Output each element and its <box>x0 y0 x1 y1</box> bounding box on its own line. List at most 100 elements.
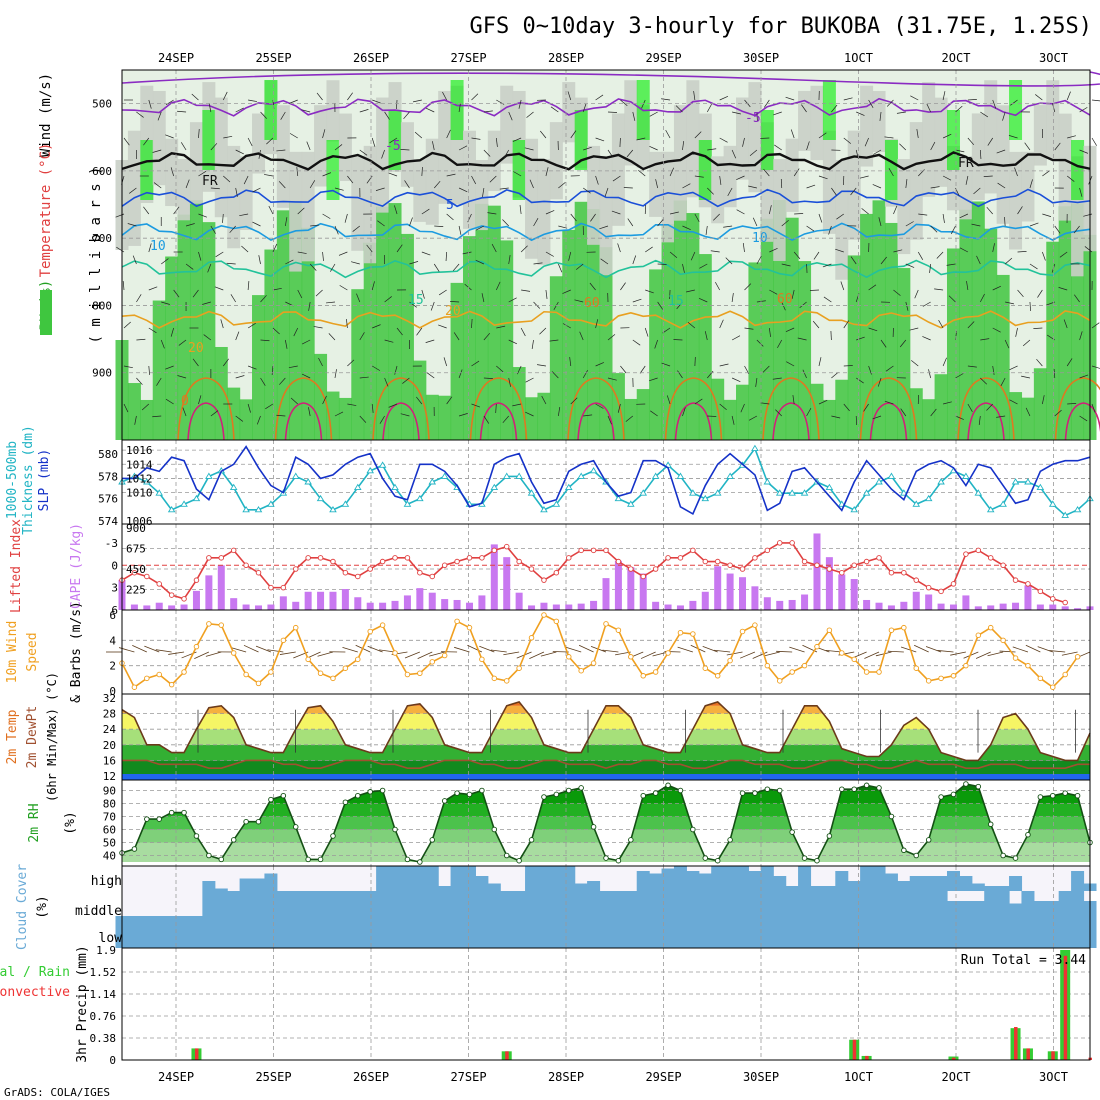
wind-barb <box>450 301 460 303</box>
isotherm-loop <box>479 402 518 441</box>
wind-barb <box>280 111 286 120</box>
top-date-label: 1OCT <box>844 51 873 65</box>
wind-barb <box>983 175 993 177</box>
wind-barb <box>309 180 316 189</box>
wind10m-barb <box>702 646 718 653</box>
thickness-line-point <box>527 489 536 496</box>
wind-barb <box>553 301 559 310</box>
wind-barb <box>934 288 944 291</box>
wind-barb <box>1059 251 1068 258</box>
cloud-cell <box>872 916 886 948</box>
wind-barb <box>260 295 267 303</box>
bottom-date-label: 26SEP <box>353 1070 389 1084</box>
wind10m-line-point <box>764 662 771 669</box>
lifted-index-line-point <box>193 577 200 583</box>
rh-cell <box>574 110 588 170</box>
wind-barb <box>942 133 952 139</box>
wind-barb <box>1029 222 1039 227</box>
wind-barb <box>306 141 311 151</box>
wind-barb <box>1002 111 1006 121</box>
wind-barb <box>458 413 468 417</box>
wind-barb <box>1067 403 1077 405</box>
lifted-index-line-point <box>851 562 857 569</box>
wind10m-line-point <box>342 665 349 671</box>
top-date-label: 30SEP <box>743 51 779 65</box>
lifted-index-line-point <box>379 558 386 565</box>
wind-barb <box>916 129 919 139</box>
wind-barb <box>971 223 981 227</box>
wind-barb <box>641 99 646 109</box>
rh-cell <box>140 399 154 440</box>
rh-cell <box>822 399 836 440</box>
wind-barb <box>432 141 435 151</box>
wind-barb <box>322 129 326 139</box>
wind10m-line-point <box>863 669 870 675</box>
conv-bar <box>1051 1051 1055 1060</box>
thickness-line-point <box>304 478 312 485</box>
cloud-cell <box>636 871 650 891</box>
wind-barb <box>905 221 914 227</box>
wind10m-barb <box>950 651 966 656</box>
rh2m-line-point <box>752 790 758 796</box>
wind-barb <box>549 339 559 342</box>
wind-barb <box>831 104 838 113</box>
cloud-level-label: middle <box>75 904 122 919</box>
cape-bar <box>1049 604 1057 610</box>
thickness-line-point <box>887 472 896 479</box>
cloud-cell <box>276 916 290 948</box>
wind-barb <box>512 137 522 142</box>
wind-barb <box>496 365 504 373</box>
cloud-cell <box>760 891 774 916</box>
rh2m-line-point <box>503 852 510 859</box>
cloud-cell <box>351 916 365 948</box>
cloud-cell <box>475 876 489 891</box>
wind-barb <box>562 323 571 329</box>
wind-barb <box>495 281 501 291</box>
lifted-index-line-point <box>503 543 510 550</box>
wind-barb <box>625 415 634 422</box>
wind-barb <box>666 395 671 405</box>
wind-barb <box>400 413 410 417</box>
wind-barb <box>1029 301 1031 312</box>
wind-barb <box>1033 327 1043 329</box>
y-title-millibars: ( m i l l i b a r s ) <box>88 166 104 343</box>
wind-barb <box>471 360 480 367</box>
cloud-cell <box>512 916 526 948</box>
wind-barb <box>513 171 522 177</box>
rh-cell <box>810 85 824 161</box>
rh2m-line-point <box>243 818 249 825</box>
wind10m-line-point <box>429 659 436 665</box>
wind-barb <box>893 205 898 215</box>
wind-barb <box>744 283 752 291</box>
wind-barb <box>170 167 174 177</box>
wind-barb <box>533 262 543 265</box>
wind-barb <box>802 369 807 379</box>
wind-barb <box>768 327 771 337</box>
lifted-index-line-point <box>541 577 547 583</box>
wind-barb <box>165 398 174 405</box>
wind-barb <box>905 179 908 189</box>
wind-barb <box>271 365 274 375</box>
wind-barb <box>471 403 481 408</box>
wind-barb <box>1029 263 1038 270</box>
rh-cell <box>934 374 948 440</box>
conv-bar <box>951 1057 956 1060</box>
wind-barb <box>928 369 932 379</box>
wind-barb <box>1004 257 1013 265</box>
thickness-line-point <box>502 472 511 479</box>
wind-barb <box>301 109 311 113</box>
isotherm-line <box>121 151 1091 171</box>
cloud-cell <box>810 891 824 916</box>
tick-label: 6 <box>111 604 118 617</box>
wind-barb <box>276 149 286 152</box>
cloud-cell <box>946 871 960 891</box>
cape-bar <box>863 599 871 610</box>
cloud-cell <box>711 891 725 916</box>
wind-barb <box>352 225 361 232</box>
wind-barb <box>235 415 244 422</box>
isotherm-line <box>121 310 1091 329</box>
thickness-line-point <box>192 494 201 502</box>
cloud-cell <box>698 891 712 916</box>
